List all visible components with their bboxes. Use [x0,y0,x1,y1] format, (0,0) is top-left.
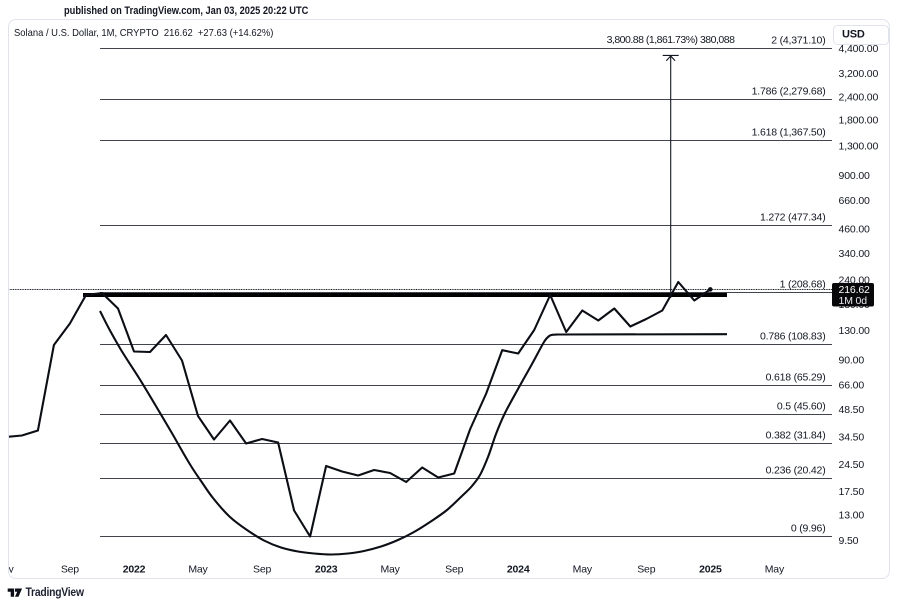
svg-text:May: May [188,564,208,576]
svg-text:17.50: 17.50 [839,486,865,498]
svg-text:660.00: 660.00 [839,195,871,207]
svg-text:1.786 (2,279.68): 1.786 (2,279.68) [752,86,826,98]
svg-text:340.00: 340.00 [839,248,871,260]
svg-text:Sep: Sep [253,564,271,576]
svg-text:May: May [0,564,15,576]
svg-text:1,800.00: 1,800.00 [839,114,879,126]
svg-text:Sep: Sep [637,564,655,576]
svg-text:May: May [573,564,593,576]
svg-text:216.62: 216.62 [839,284,871,296]
svg-text:9.50: 9.50 [839,535,859,547]
svg-text:3,200.00: 3,200.00 [839,68,879,80]
svg-text:130.00: 130.00 [839,325,871,337]
svg-text:90.00: 90.00 [839,355,865,367]
svg-text:0.382 (31.84): 0.382 (31.84) [766,430,826,442]
svg-text:900.00: 900.00 [839,170,871,182]
svg-text:0 (9.96): 0 (9.96) [791,523,826,535]
svg-text:66.00: 66.00 [839,379,865,391]
svg-text:48.50: 48.50 [839,404,865,416]
svg-text:May: May [765,564,785,576]
svg-text:1 (208.68): 1 (208.68) [780,279,826,291]
svg-text:May: May [380,564,400,576]
svg-text:460.00: 460.00 [839,224,871,236]
svg-text:1.272 (477.34): 1.272 (477.34) [760,212,826,224]
svg-text:1,300.00: 1,300.00 [839,141,879,153]
svg-text:2024: 2024 [507,564,530,576]
svg-text:0.236 (20.42): 0.236 (20.42) [766,465,826,477]
svg-text:3,800.88 (1,861.73%) 380,088: 3,800.88 (1,861.73%) 380,088 [607,34,736,46]
svg-text:TradingView: TradingView [26,587,85,600]
svg-text:13.00: 13.00 [839,510,865,522]
svg-text:2025: 2025 [699,564,722,576]
svg-text:Sep: Sep [445,564,463,576]
svg-text:2,400.00: 2,400.00 [839,92,879,104]
svg-text:0.5 (45.60): 0.5 (45.60) [777,401,826,413]
svg-text:4,400.00: 4,400.00 [839,43,879,55]
svg-text:2022: 2022 [123,564,146,576]
svg-text:34.50: 34.50 [839,431,865,443]
svg-text:2 (4,371.10): 2 (4,371.10) [771,35,825,47]
svg-text:0.786 (108.83): 0.786 (108.83) [760,331,826,343]
svg-text:Sep: Sep [61,564,79,576]
svg-text:0.618 (65.29): 0.618 (65.29) [766,372,826,384]
svg-text:24.50: 24.50 [839,459,865,471]
svg-text:1M 0d: 1M 0d [839,295,868,307]
svg-text:2023: 2023 [315,564,338,576]
svg-text:1.618 (1,367.50): 1.618 (1,367.50) [752,127,826,139]
svg-text:USD: USD [842,28,865,40]
